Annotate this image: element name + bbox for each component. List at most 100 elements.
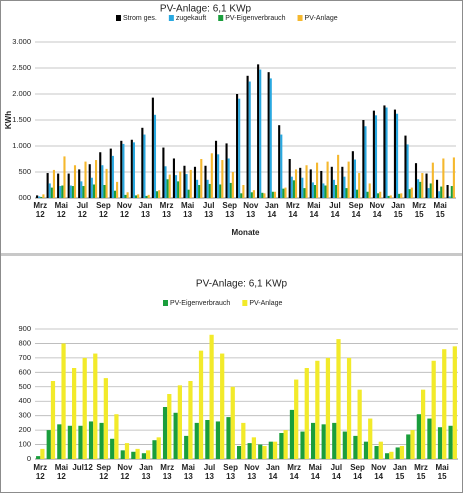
bar [141, 127, 144, 198]
legend-label: PV-Eigenverbrauch [170, 300, 230, 307]
bar [200, 159, 203, 198]
bar [209, 334, 214, 459]
bar [167, 394, 172, 459]
x-tick-label: Sep 13 [223, 463, 238, 481]
bar [205, 420, 210, 459]
bar [416, 414, 421, 459]
bar [110, 438, 115, 459]
bar [290, 176, 293, 198]
x-tick-label: Jan 13 [138, 201, 153, 219]
bar [284, 187, 287, 198]
bar [410, 430, 415, 459]
bar [330, 166, 333, 198]
bar [420, 389, 426, 459]
bar [72, 368, 77, 459]
bar [109, 148, 112, 198]
bar [262, 446, 267, 459]
legend-swatch [242, 300, 248, 306]
bar [230, 386, 235, 459]
bar [69, 185, 72, 198]
bar [147, 194, 150, 198]
bar [311, 422, 316, 459]
bar [372, 110, 375, 198]
bar [316, 162, 319, 198]
bar [174, 175, 178, 198]
bar [135, 448, 140, 459]
legend-swatch [297, 15, 303, 21]
bar [42, 194, 45, 198]
bar [357, 389, 362, 459]
bar [50, 187, 53, 198]
legend-label: PV-Eigenverbrauch [225, 15, 285, 22]
y-axis-label: KWh [4, 111, 13, 129]
x-tick-label: Mrz 14 [287, 463, 301, 481]
bar [438, 191, 441, 198]
bar [410, 187, 413, 198]
bar [332, 179, 335, 198]
bar [315, 360, 320, 459]
bar [50, 381, 56, 459]
bar [353, 159, 357, 198]
bar [252, 190, 255, 198]
bar [337, 154, 340, 198]
legend-swatch [163, 300, 168, 306]
bar [346, 357, 352, 459]
bar [208, 183, 211, 198]
bar [238, 98, 241, 198]
bar [189, 169, 192, 198]
bar [93, 353, 98, 459]
bar [294, 169, 298, 198]
legend-label: PV-Anlage [249, 300, 282, 307]
bar [368, 418, 373, 459]
x-tick-label: Nov 13 [243, 201, 259, 219]
bar [364, 126, 367, 198]
bar [80, 181, 83, 198]
bar [363, 441, 369, 459]
bar [177, 181, 180, 198]
x-tick-label: Mrz 15 [414, 463, 428, 481]
x-tick-label: Mai 14 [308, 463, 322, 481]
bar [343, 176, 346, 198]
bar [111, 155, 114, 198]
bar [385, 107, 388, 198]
x-tick-label: Sep 12 [96, 463, 112, 481]
bar [120, 140, 123, 198]
bar [198, 185, 201, 198]
bar [336, 339, 341, 459]
bar [425, 173, 428, 198]
bar [417, 179, 420, 198]
bar [351, 151, 354, 198]
bar [113, 190, 117, 198]
y-tick-label: 100 [18, 440, 31, 449]
bar [78, 169, 81, 198]
bar [398, 193, 401, 198]
bar [162, 147, 165, 198]
bar [46, 173, 49, 198]
x-tick-label: Mai 13 [181, 463, 195, 481]
bar [259, 69, 262, 198]
bar [342, 431, 347, 459]
bar [219, 184, 222, 198]
bar [247, 443, 252, 459]
bar [36, 456, 41, 459]
bar [185, 174, 188, 198]
bar [242, 185, 245, 198]
x-tick-label: Mai 15 [433, 201, 447, 219]
bar [313, 185, 317, 198]
bar [187, 189, 190, 198]
y-tick-label: 1.500 [12, 115, 31, 124]
bar [273, 191, 277, 198]
chart-title: PV-Anlage: 6,1 KWp [160, 4, 252, 15]
x-tick-label: Jul12 [72, 463, 93, 472]
bar [151, 97, 154, 198]
bar [143, 134, 146, 198]
bar [188, 381, 193, 459]
bar [267, 72, 270, 198]
bar [431, 162, 434, 198]
y-tick-label: 500 [18, 167, 31, 176]
bar [248, 81, 251, 198]
bar [450, 186, 453, 198]
bar [137, 194, 140, 198]
bar [406, 434, 411, 459]
bar [347, 161, 350, 198]
